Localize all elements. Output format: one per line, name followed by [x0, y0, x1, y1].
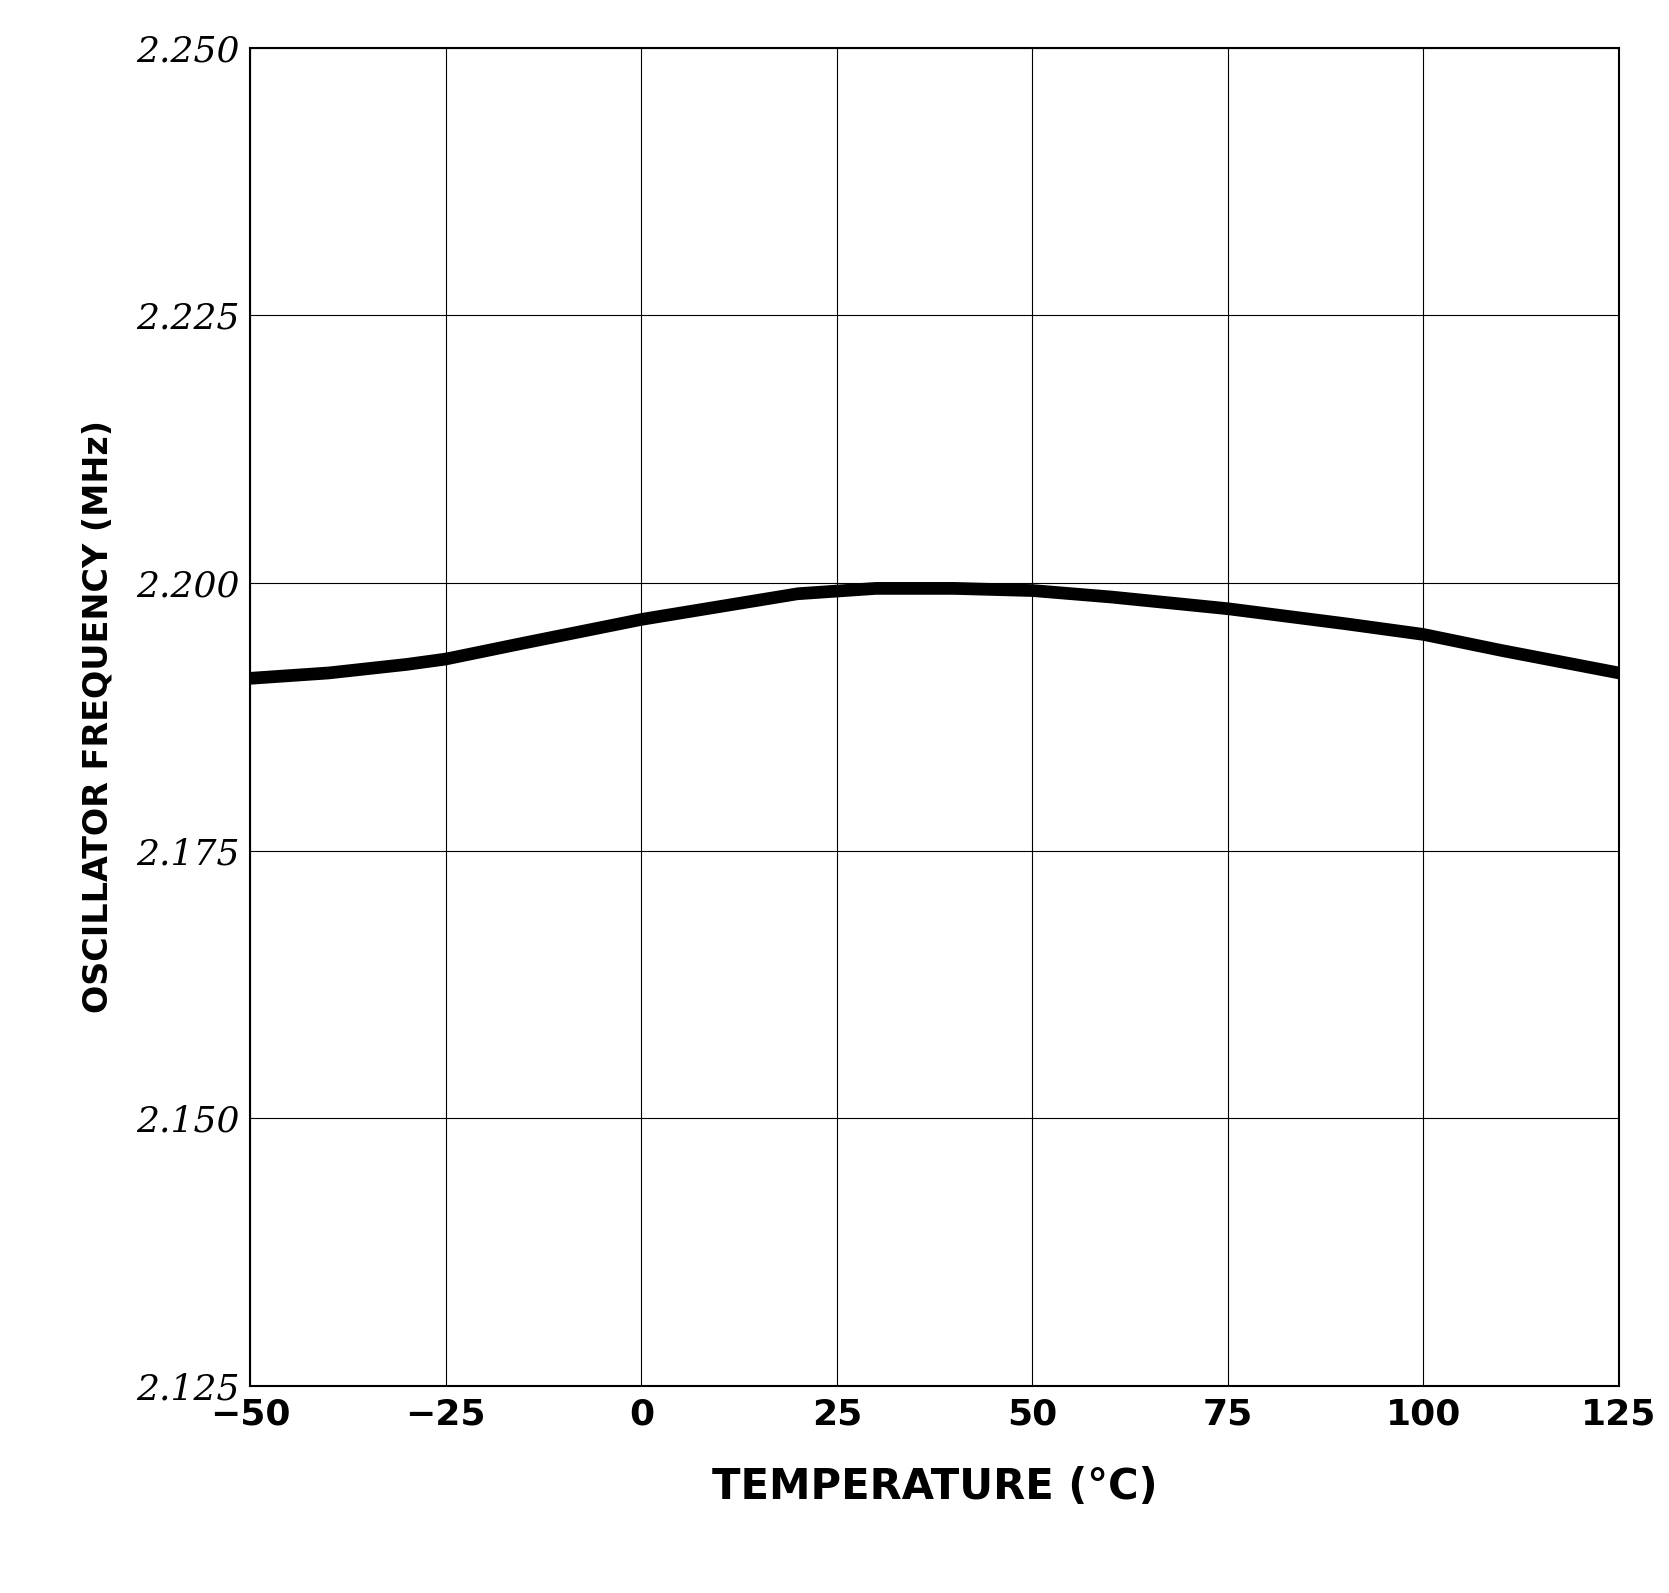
- X-axis label: TEMPERATURE (°C): TEMPERATURE (°C): [711, 1466, 1158, 1507]
- Y-axis label: OSCILLATOR FREQUENCY (MHz): OSCILLATOR FREQUENCY (MHz): [82, 421, 115, 1013]
